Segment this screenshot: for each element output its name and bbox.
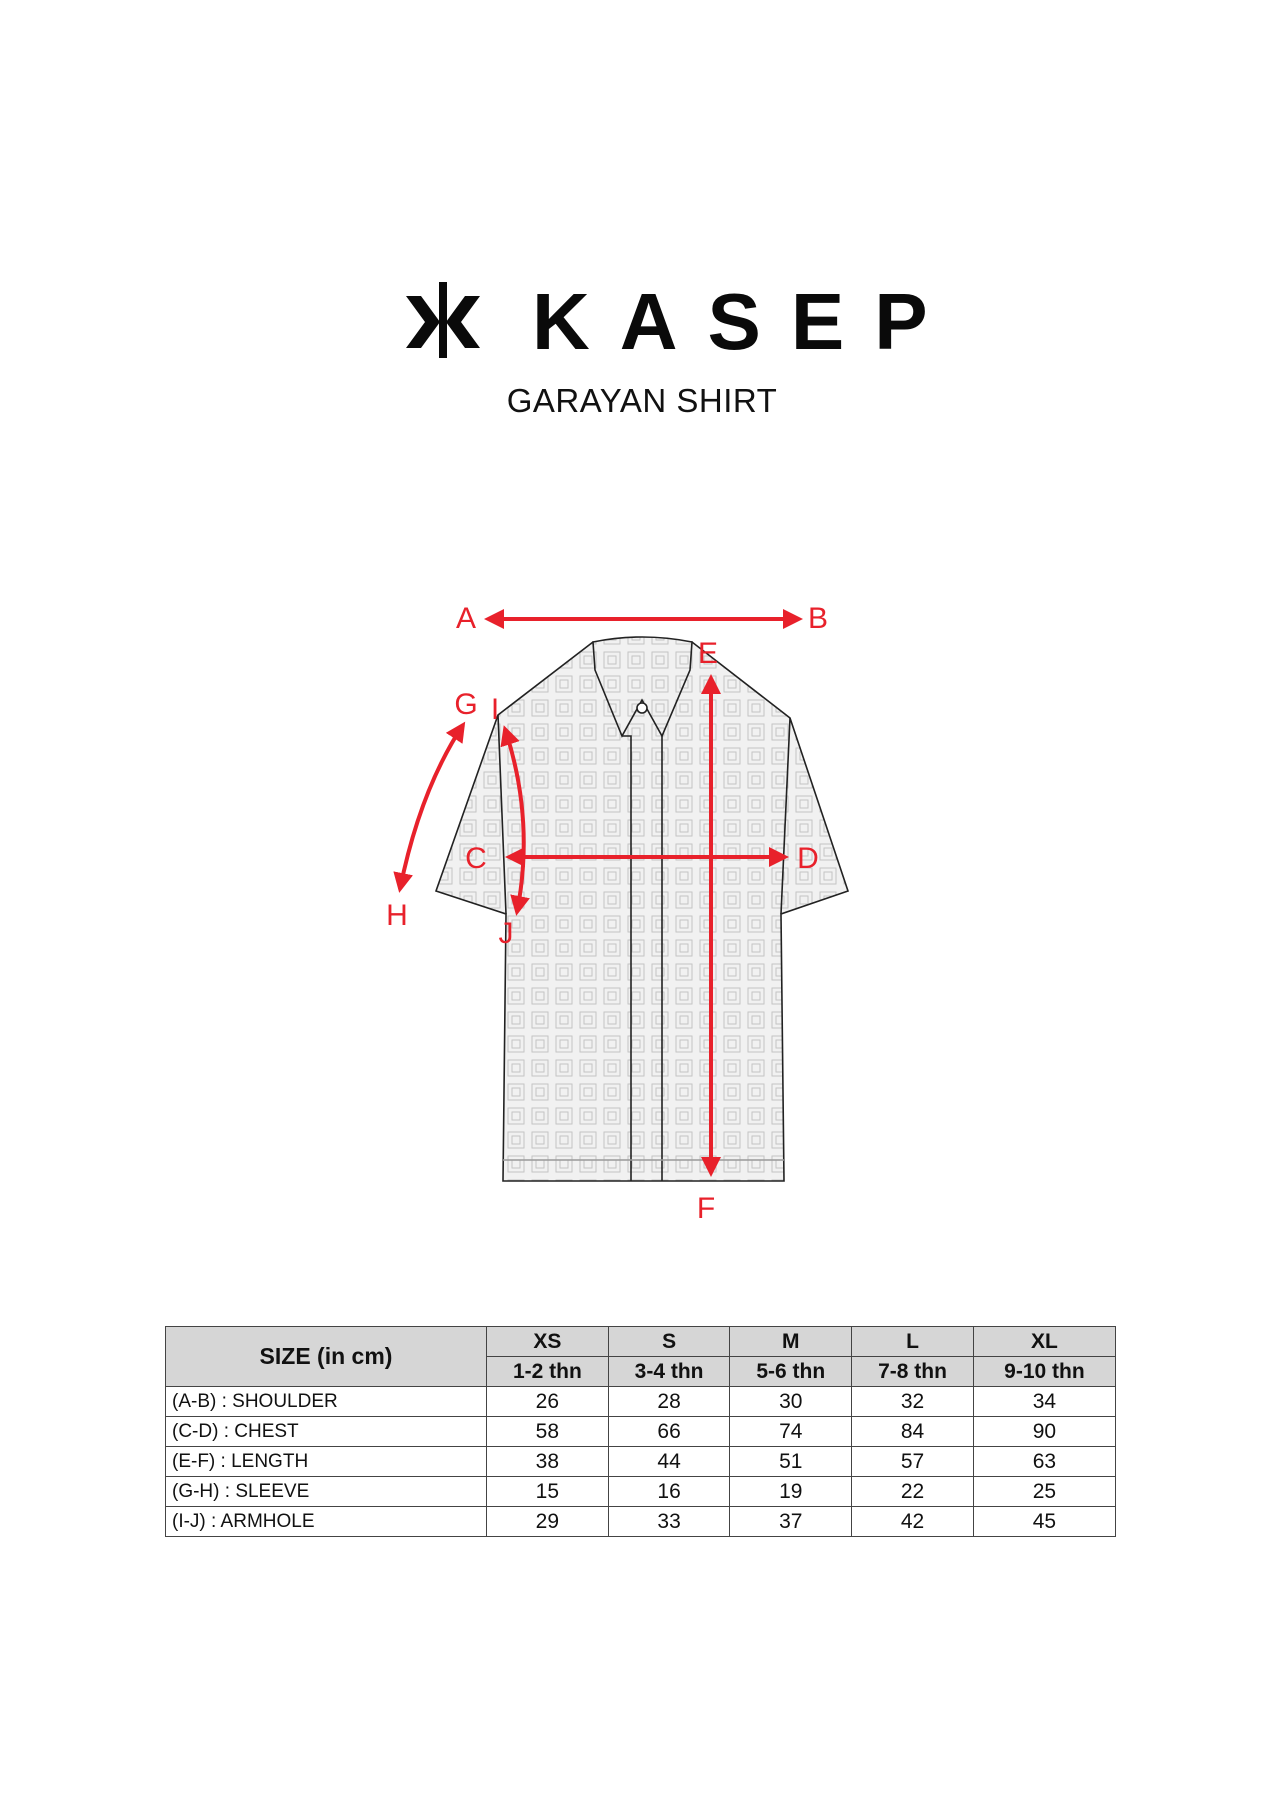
label-b: B	[808, 602, 828, 635]
table-row: (C-D) : CHEST 58 66 74 84 90	[165, 1416, 1117, 1447]
product-title: GARAYAN SHIRT	[506, 382, 778, 419]
label-i: I	[491, 693, 499, 726]
measurement-value: 90	[972, 1416, 1117, 1447]
label-h: H	[386, 899, 408, 932]
size-s: S	[607, 1326, 731, 1357]
size-xs: XS	[486, 1326, 609, 1357]
measurement-value: 51	[729, 1446, 853, 1477]
size-l: L	[851, 1326, 974, 1357]
label-a: A	[456, 602, 476, 635]
table-row: (A-B) : SHOULDER 26 28 30 32 34	[165, 1386, 1117, 1417]
measurement-value: 33	[607, 1506, 731, 1537]
age-xl: 9-10 thn	[972, 1356, 1117, 1387]
label-g: G	[454, 688, 477, 721]
measurement-value: 15	[486, 1476, 609, 1507]
size-header: SIZE (in cm)	[165, 1326, 487, 1387]
age-m: 5-6 thn	[729, 1356, 853, 1387]
size-xl: XL	[972, 1326, 1117, 1357]
measurement-value: 26	[486, 1386, 609, 1417]
measurement-value: 57	[851, 1446, 974, 1477]
label-c: C	[465, 842, 487, 875]
measurement-value: 19	[729, 1476, 853, 1507]
measurement-value: 63	[972, 1446, 1117, 1477]
label-j: J	[499, 917, 514, 950]
table-row: (G-H) : SLEEVE 15 16 19 22 25	[165, 1476, 1117, 1507]
measurement-value: 58	[486, 1416, 609, 1447]
measurement-value: 66	[607, 1416, 731, 1447]
label-f: F	[697, 1192, 715, 1225]
shirt-measurement-diagram: A B E F C D G H I J	[386, 602, 850, 1225]
measurement-value: 38	[486, 1446, 609, 1477]
label-e: E	[698, 637, 718, 670]
measurement-value: 74	[729, 1416, 853, 1447]
measurement-label: (C-D) : CHEST	[165, 1416, 487, 1447]
label-d: D	[797, 842, 819, 875]
measurement-value: 42	[851, 1506, 974, 1537]
table-row: (I-J) : ARMHOLE 29 33 37 42 45	[165, 1506, 1117, 1537]
measurement-value: 37	[729, 1506, 853, 1537]
table-row: (E-F) : LENGTH 38 44 51 57 63	[165, 1446, 1117, 1477]
measurement-value: 22	[851, 1476, 974, 1507]
armhole-arrow	[500, 725, 530, 916]
sleeve-arrow	[393, 721, 466, 893]
measurement-label: (G-H) : SLEEVE	[165, 1476, 487, 1507]
measurement-value: 45	[972, 1506, 1117, 1537]
measurement-value: 16	[607, 1476, 731, 1507]
age-xs: 1-2 thn	[486, 1356, 609, 1387]
measurement-value: 25	[972, 1476, 1117, 1507]
measurement-value: 29	[486, 1506, 609, 1537]
measurement-value: 84	[851, 1416, 974, 1447]
measurement-value: 44	[607, 1446, 731, 1477]
age-s: 3-4 thn	[607, 1356, 731, 1387]
size-m: M	[729, 1326, 853, 1357]
measurement-label: (A-B) : SHOULDER	[165, 1386, 487, 1417]
measurement-value: 28	[607, 1386, 731, 1417]
measurement-label: (E-F) : LENGTH	[165, 1446, 487, 1477]
brand-name: KASEP	[532, 277, 958, 366]
age-l: 7-8 thn	[851, 1356, 974, 1387]
measurement-value: 30	[729, 1386, 853, 1417]
measurement-value: 34	[972, 1386, 1117, 1417]
kasep-star-icon	[406, 282, 480, 358]
size-chart-table: SIZE (in cm) XS S M L XL 1-2 thn 3-4 thn…	[165, 1326, 1117, 1537]
measurement-value: 32	[851, 1386, 974, 1417]
measurement-label: (I-J) : ARMHOLE	[165, 1506, 487, 1537]
